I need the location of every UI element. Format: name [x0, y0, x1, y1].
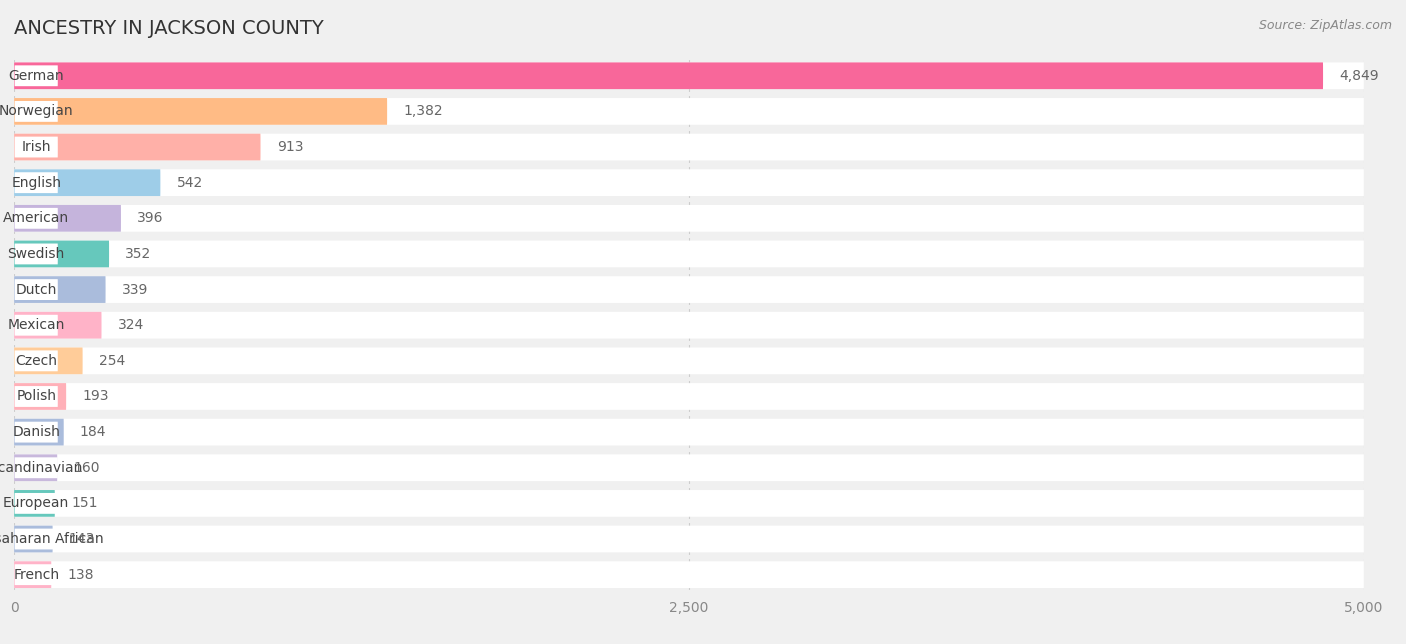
FancyBboxPatch shape [14, 205, 121, 232]
Text: 184: 184 [80, 425, 107, 439]
FancyBboxPatch shape [14, 241, 1364, 267]
FancyBboxPatch shape [14, 490, 55, 516]
Text: ANCESTRY IN JACKSON COUNTY: ANCESTRY IN JACKSON COUNTY [14, 19, 323, 39]
FancyBboxPatch shape [14, 350, 58, 372]
FancyBboxPatch shape [14, 101, 58, 122]
FancyBboxPatch shape [14, 65, 58, 86]
FancyBboxPatch shape [14, 62, 1323, 89]
Text: American: American [3, 211, 69, 225]
Text: English: English [11, 176, 62, 190]
FancyBboxPatch shape [14, 529, 58, 549]
Text: 352: 352 [125, 247, 152, 261]
FancyBboxPatch shape [14, 172, 58, 193]
Text: 324: 324 [118, 318, 143, 332]
FancyBboxPatch shape [14, 315, 58, 336]
FancyBboxPatch shape [14, 241, 110, 267]
Text: 542: 542 [177, 176, 202, 190]
Text: 151: 151 [72, 497, 97, 511]
Text: 143: 143 [69, 532, 96, 546]
Text: 339: 339 [122, 283, 148, 297]
Text: Dutch: Dutch [15, 283, 56, 297]
FancyBboxPatch shape [14, 312, 101, 339]
FancyBboxPatch shape [14, 383, 66, 410]
Text: Source: ZipAtlas.com: Source: ZipAtlas.com [1258, 19, 1392, 32]
FancyBboxPatch shape [14, 134, 260, 160]
FancyBboxPatch shape [14, 276, 1364, 303]
Text: Czech: Czech [15, 354, 58, 368]
FancyBboxPatch shape [14, 562, 1364, 588]
FancyBboxPatch shape [14, 276, 105, 303]
Text: 138: 138 [67, 567, 94, 582]
Text: Danish: Danish [13, 425, 60, 439]
FancyBboxPatch shape [14, 526, 1364, 553]
FancyBboxPatch shape [14, 98, 1364, 125]
Text: 160: 160 [73, 460, 100, 475]
Text: German: German [8, 69, 65, 83]
FancyBboxPatch shape [14, 348, 83, 374]
Text: 396: 396 [138, 211, 163, 225]
FancyBboxPatch shape [14, 208, 58, 229]
FancyBboxPatch shape [14, 490, 1364, 516]
Text: Irish: Irish [21, 140, 51, 154]
Text: Swedish: Swedish [7, 247, 65, 261]
FancyBboxPatch shape [14, 455, 1364, 481]
FancyBboxPatch shape [14, 279, 58, 300]
Text: 1,382: 1,382 [404, 104, 443, 118]
FancyBboxPatch shape [14, 526, 52, 553]
Text: Subsaharan African: Subsaharan African [0, 532, 104, 546]
Text: Mexican: Mexican [7, 318, 65, 332]
FancyBboxPatch shape [14, 562, 51, 588]
FancyBboxPatch shape [14, 493, 58, 514]
Text: European: European [3, 497, 69, 511]
FancyBboxPatch shape [14, 422, 58, 442]
FancyBboxPatch shape [14, 134, 1364, 160]
FancyBboxPatch shape [14, 169, 160, 196]
FancyBboxPatch shape [14, 457, 58, 478]
FancyBboxPatch shape [14, 383, 1364, 410]
Text: Polish: Polish [17, 390, 56, 404]
FancyBboxPatch shape [14, 205, 1364, 232]
Text: 4,849: 4,849 [1340, 69, 1379, 83]
FancyBboxPatch shape [14, 98, 387, 125]
Text: 913: 913 [277, 140, 304, 154]
Text: Norwegian: Norwegian [0, 104, 73, 118]
FancyBboxPatch shape [14, 137, 58, 158]
FancyBboxPatch shape [14, 169, 1364, 196]
Text: 254: 254 [98, 354, 125, 368]
FancyBboxPatch shape [14, 62, 1364, 89]
FancyBboxPatch shape [14, 455, 58, 481]
FancyBboxPatch shape [14, 419, 63, 446]
FancyBboxPatch shape [14, 564, 58, 585]
Text: 193: 193 [83, 390, 108, 404]
FancyBboxPatch shape [14, 243, 58, 265]
Text: Scandinavian: Scandinavian [0, 460, 83, 475]
Text: French: French [13, 567, 59, 582]
FancyBboxPatch shape [14, 348, 1364, 374]
FancyBboxPatch shape [14, 312, 1364, 339]
FancyBboxPatch shape [14, 419, 1364, 446]
FancyBboxPatch shape [14, 386, 58, 407]
